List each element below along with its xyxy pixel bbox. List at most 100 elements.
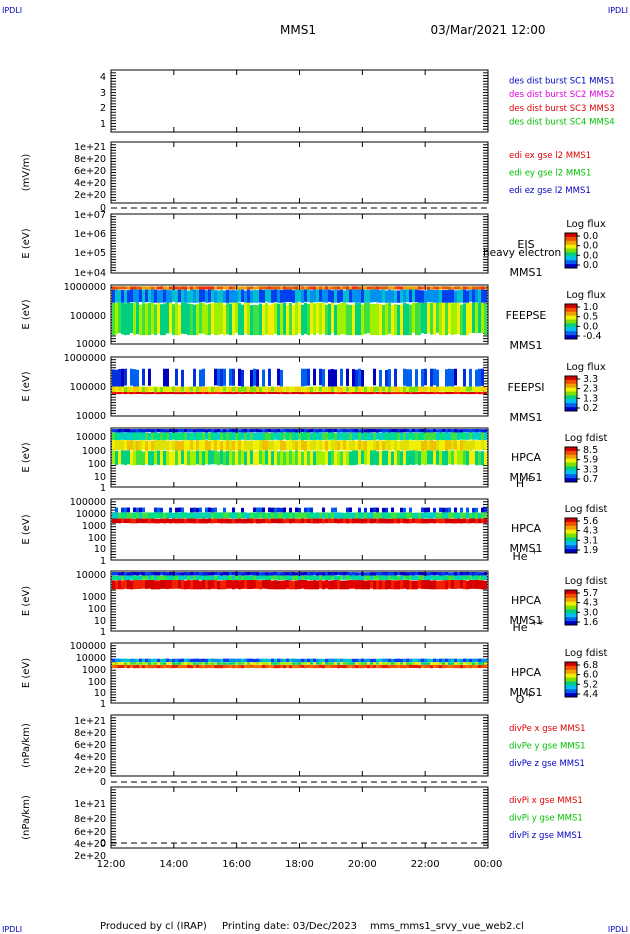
legend-entry: divPe z gse MMS1 (509, 759, 585, 769)
colorbar-tick-label: 0.5 (583, 312, 598, 323)
colorbar-tick-label: 1.0 (583, 302, 598, 313)
spectrogram-band (112, 368, 484, 387)
species-charge: + (531, 547, 538, 556)
panel-frame (110, 786, 489, 849)
y-tick-label: 1e+21 (74, 142, 106, 153)
y-tick-label: 10000 (76, 653, 106, 664)
corner-label-top-left: IPDLI (2, 6, 22, 15)
y-tick-label: 100000 (70, 382, 106, 393)
spectrogram-band (112, 289, 487, 303)
spectrogram-band (112, 518, 487, 524)
spectrogram-band (112, 575, 487, 581)
y-tick-label: 1e+21 (74, 799, 106, 810)
instrument-label: MMS1 (510, 266, 543, 279)
y-axis-label: E (eV) (21, 299, 32, 329)
spectrogram-band (112, 664, 487, 669)
legend-entry: edi ez gse l2 MMS1 (509, 186, 591, 196)
colorbar-tick-label: 0.0 (583, 241, 598, 252)
y-tick-label: 1000 (82, 446, 106, 457)
y-tick-label: 4e+20 (74, 752, 106, 763)
colorbar-tick-label: 6.8 (583, 660, 598, 671)
footer-printing-date: Printing date: 03/Dec/2023 (222, 921, 357, 932)
y-tick-label: 3 (100, 88, 106, 99)
spectrogram-band (112, 658, 487, 663)
spectrogram-band (112, 392, 487, 395)
footer-filename: mms_mms1_srvy_vue_web2.cl (370, 921, 524, 932)
y-tick-label: 10000 (76, 570, 106, 581)
colorbar-tick-label: 4.3 (583, 526, 598, 537)
corner-label-bottom-left: IPDLI (2, 925, 22, 934)
spectrogram-band (112, 580, 487, 590)
footer-produced-by: Produced by cl (IRAP) (100, 921, 207, 932)
colorbar-tick-label: 1.6 (583, 617, 598, 628)
y-tick-label: 100000 (70, 641, 106, 652)
colorbar-title: Log fdist (565, 648, 608, 659)
legend-entry: des dist burst SC3 MMS3 (509, 104, 615, 114)
y-axis-label: E (eV) (21, 442, 32, 472)
y-tick-label: 6e+20 (74, 166, 106, 177)
figure-title: MMS1 (280, 23, 316, 37)
y-tick-label: 2e+20 (74, 765, 106, 776)
instrument-label: HPCA (511, 451, 542, 464)
y-tick-label: 1e+04 (74, 268, 106, 279)
y-tick-label: 2e+20 (74, 851, 106, 862)
spectrogram-band (112, 440, 487, 451)
y-tick-label: 1e+06 (74, 229, 106, 240)
y-tick-label: 8e+20 (74, 728, 106, 739)
y-axis-label: E (eV) (21, 514, 32, 544)
instrument-label: FEEPSE (506, 309, 547, 322)
y-tick-label: 1e+21 (74, 716, 106, 727)
instrument-label: MMS1 (510, 542, 543, 555)
y-tick-label: 1e+05 (74, 248, 106, 259)
colorbar-title: Log fdist (565, 576, 608, 587)
time-tick-label: 12:00 (97, 859, 126, 870)
corner-label-top-right: IPDLI (608, 6, 628, 15)
y-axis-label: (nPa/km) (21, 723, 32, 768)
panel-des-burst: 4 3 2 1 des dist burst SC1 MMS1 des dist burs… (100, 69, 615, 133)
colorbar-tick-label: 3.3 (583, 374, 598, 385)
colorbar-tick-label: 3.3 (583, 464, 598, 475)
y-tick-label: 1 (100, 699, 106, 710)
y-tick-label: 6e+20 (74, 827, 106, 838)
spectrogram-band (112, 512, 487, 519)
y-tick-label: 1 (100, 119, 106, 130)
legend-entry: divPi z gse MMS1 (509, 831, 582, 841)
spectrogram-band (112, 429, 487, 433)
species-label: O (516, 693, 525, 706)
corner-label-bottom-right: IPDLI (608, 925, 628, 934)
colorbar-tick-label: 0.0 (583, 250, 598, 261)
colorbar-title: Log flux (566, 219, 606, 230)
y-tick-label: 10000 (76, 509, 106, 520)
panel-frame (110, 141, 489, 204)
panel-frame (110, 642, 489, 704)
panel-eis: 1e+07 1e+06 1e+05 1e+04 E (eV) EIS MMS1 heavy e… (21, 210, 606, 279)
colorbar-tick-label: 4.3 (583, 598, 598, 609)
legend-entry: edi ex gse l2 MMS1 (509, 151, 591, 161)
panel-frame (110, 213, 489, 274)
species-label: H (516, 477, 524, 490)
y-tick-label: 8e+20 (74, 814, 106, 825)
instrument-label: MMS1 (510, 339, 543, 352)
y-axis-label: E (eV) (21, 658, 32, 688)
instrument-label: HPCA (511, 594, 542, 607)
y-tick-label: 10 (94, 616, 106, 627)
y-tick-label: 0 (100, 203, 106, 214)
legend-entry: des dist burst SC2 MMS2 (509, 90, 615, 100)
legend-entry: des dist burst SC4 MMS4 (509, 118, 615, 128)
y-tick-label: 100 (88, 677, 106, 688)
species-charge: ++ (531, 618, 544, 627)
species-label: He (512, 621, 527, 634)
colorbar-tick-label: 0.7 (583, 474, 598, 485)
panel-frame (110, 570, 489, 632)
legend-entry: divPi y gse MMS1 (509, 814, 583, 824)
instrument-label: MMS1 (510, 411, 543, 424)
panel-frame (110, 69, 489, 133)
colorbar-tick-label: 4.4 (583, 689, 598, 700)
colorbar-tick-label: 2.3 (583, 384, 598, 395)
